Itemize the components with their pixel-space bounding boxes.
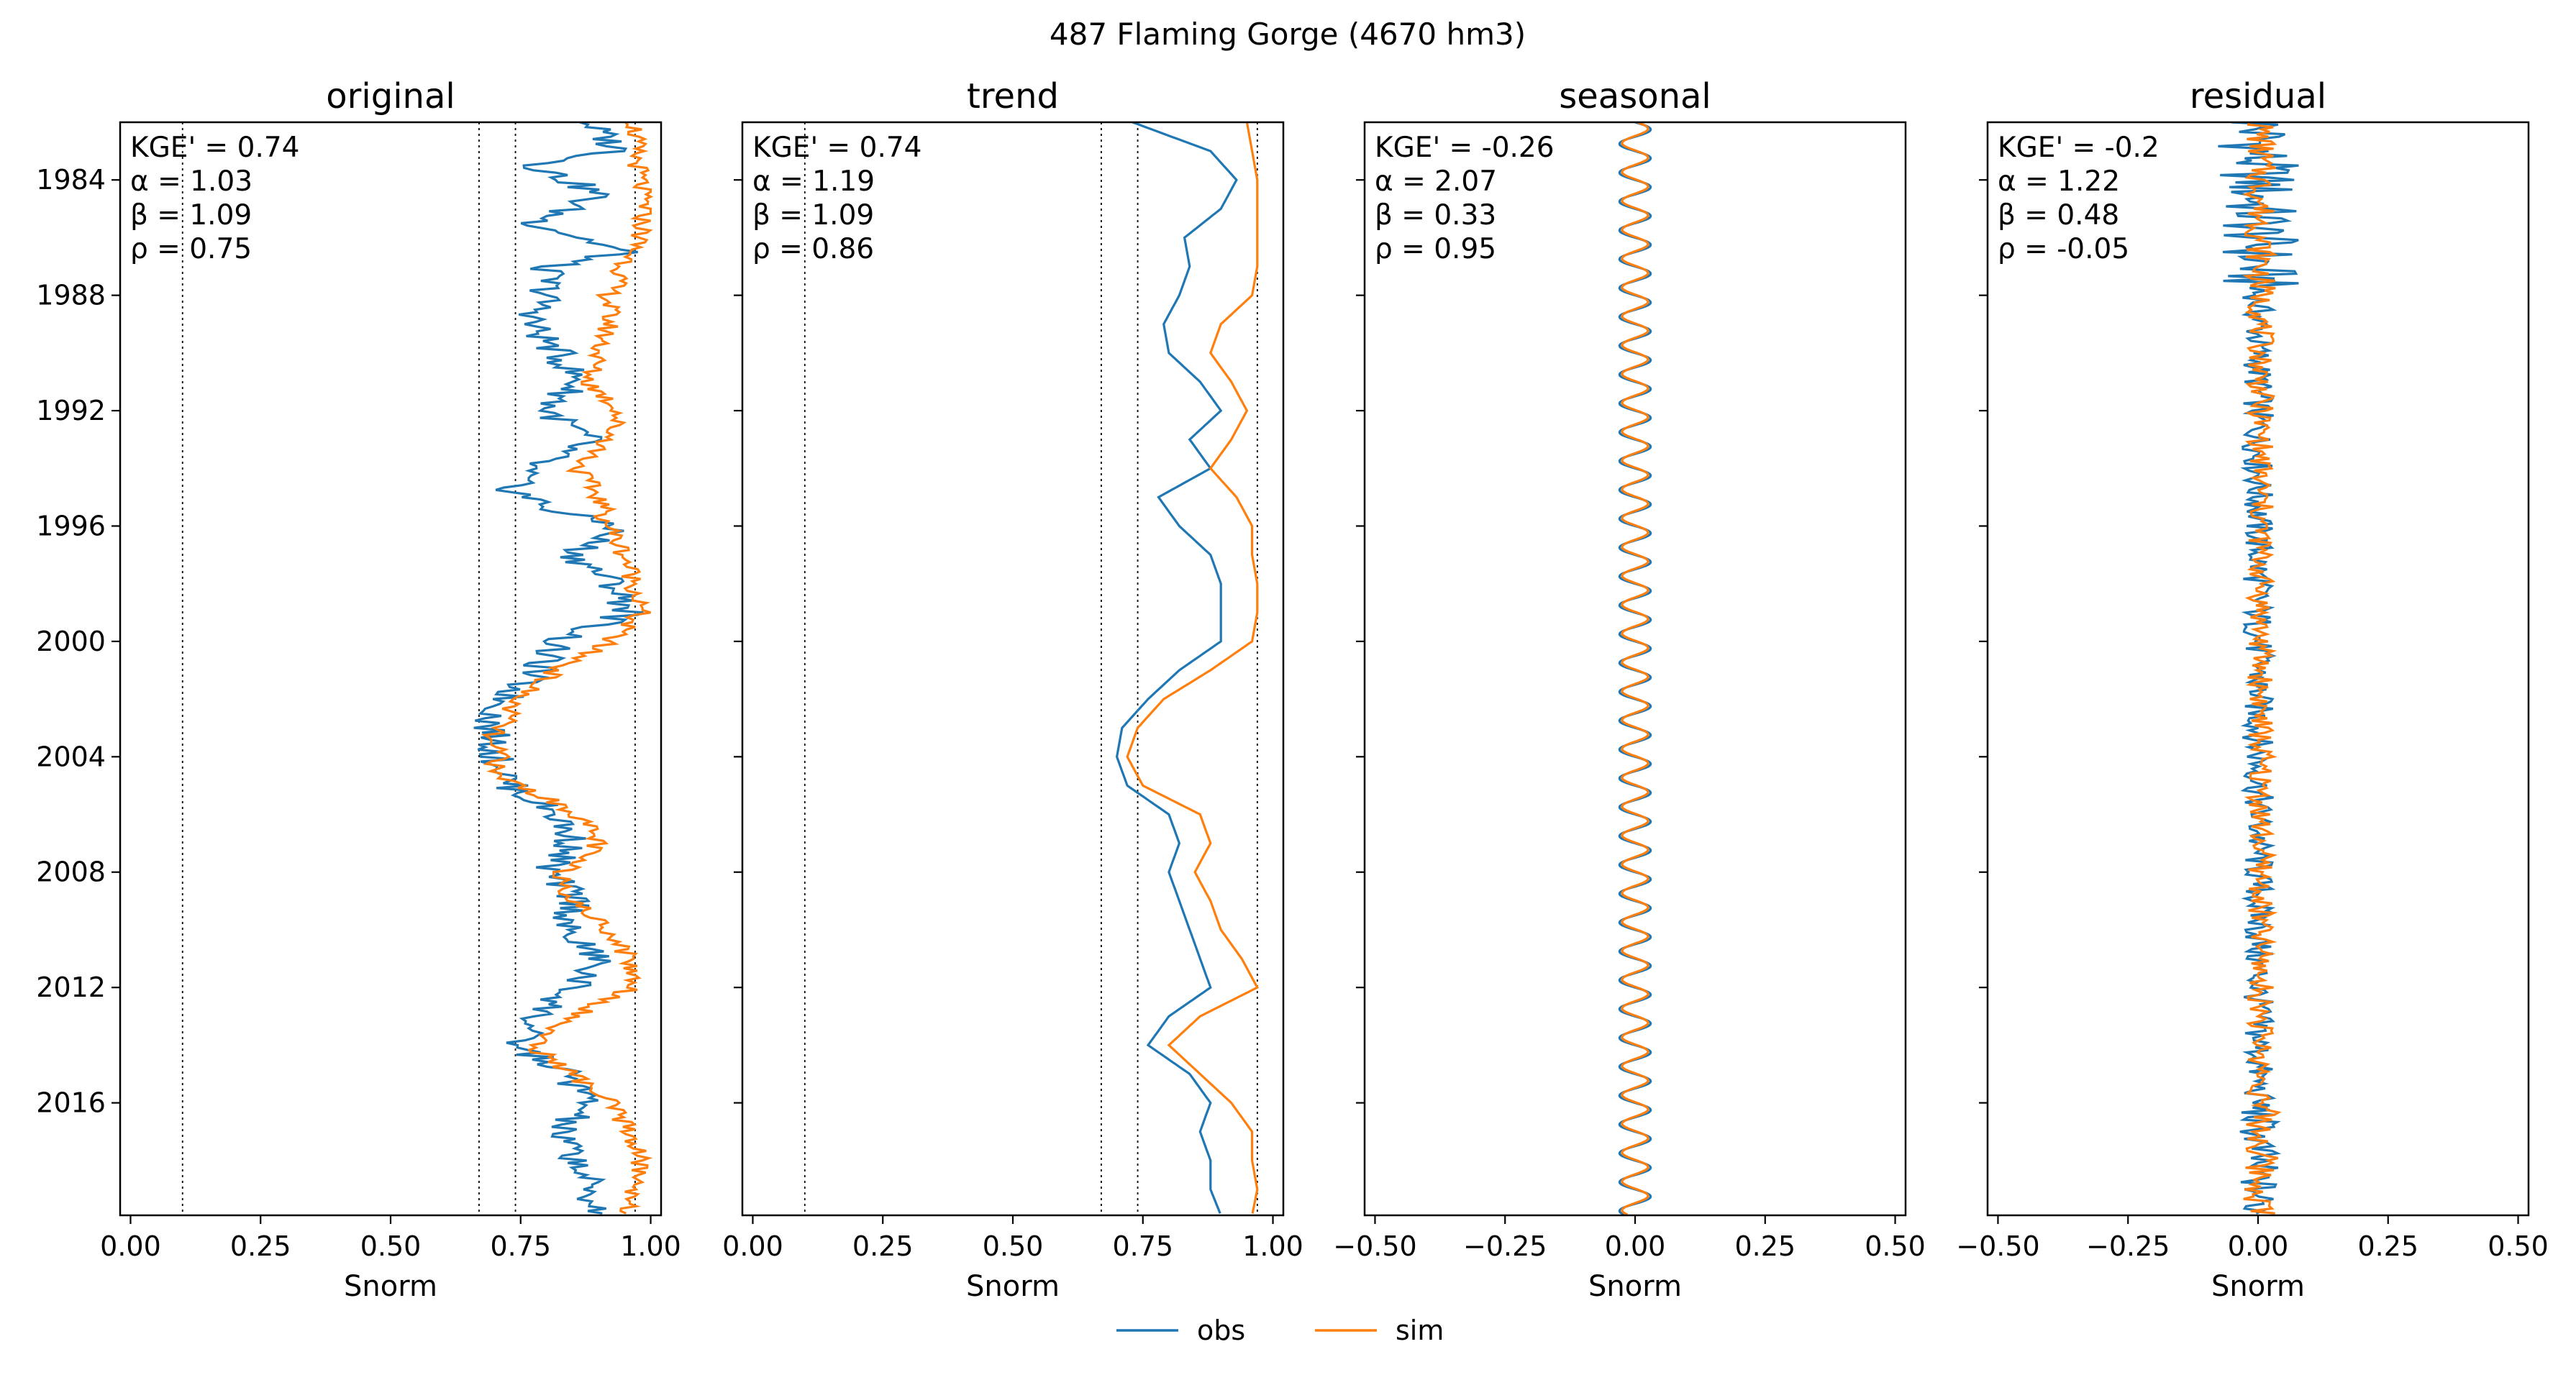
stats-line: KGE' = -0.26 (1375, 132, 1555, 164)
x-tick-label: 0.25 (2357, 1230, 2418, 1262)
series-sim-line (481, 122, 654, 1215)
y-tick-label: 1992 (36, 395, 106, 426)
stats-line: KGE' = -0.2 (1998, 132, 2159, 164)
stats-line: β = 1.09 (752, 199, 874, 232)
x-tick-label: −0.25 (2086, 1230, 2170, 1262)
y-tick-label: 1988 (36, 280, 106, 311)
y-tick-label: 2004 (36, 741, 106, 772)
stats-line: KGE' = 0.74 (752, 132, 921, 164)
x-tick-label: 0.25 (852, 1230, 914, 1262)
panel-residual: residual −0.50 −0.25 0.00 0.25 0.50 Snorm KGE' … (1956, 76, 2549, 1303)
x-tick-label: 0.50 (2488, 1230, 2549, 1262)
y-tick-label: 1996 (36, 510, 106, 542)
x-tick-label: 0.00 (722, 1230, 783, 1262)
x-tick-label: 0.50 (1865, 1230, 1926, 1262)
y-tick-label: 2016 (36, 1087, 106, 1119)
series-sim-line (1126, 122, 1259, 1214)
panel-title: trend (967, 76, 1059, 116)
panel-original: original 0.00 0.25 0.50 0.75 1.00 Snorm 1984 198… (36, 76, 681, 1303)
x-tick-label: 0.75 (1112, 1230, 1173, 1262)
stats-line: α = 1.03 (130, 165, 252, 198)
x-axis-label: Snorm (344, 1270, 437, 1303)
panel-title: seasonal (1559, 76, 1711, 116)
x-tick-label: −0.25 (1463, 1230, 1547, 1262)
x-axis-label: Snorm (1588, 1270, 1682, 1303)
series-sim-line (1621, 122, 1649, 1215)
figure-title: 487 Flaming Gorge (4670 hm3) (1050, 17, 1526, 52)
stats-line: β = 0.48 (1998, 199, 2119, 232)
panel-title: residual (2190, 76, 2326, 116)
legend-label-sim: sim (1396, 1315, 1444, 1346)
stats-line: ρ = 0.95 (1375, 233, 1496, 265)
y-tick-label: 2008 (36, 856, 106, 888)
x-tick-label: 0.50 (360, 1230, 422, 1262)
x-tick-label: 0.50 (983, 1230, 1044, 1262)
x-tick-label: −0.50 (1956, 1230, 2039, 1262)
panel-title: original (326, 76, 455, 116)
x-tick-label: 0.25 (1734, 1230, 1796, 1262)
series-obs-line (2218, 122, 2299, 1215)
stats-line: ρ = 0.86 (752, 233, 874, 265)
y-tick-label: 2012 (36, 972, 106, 1003)
stats-line: α = 2.07 (1375, 165, 1497, 198)
stats-line: β = 1.09 (130, 199, 252, 232)
x-tick-label: 0.00 (2228, 1230, 2289, 1262)
stats-line: α = 1.22 (1998, 165, 2120, 198)
y-tick-label: 2000 (36, 626, 106, 657)
x-axis-label: Snorm (966, 1270, 1060, 1303)
y-tick-label: 1984 (36, 164, 106, 196)
panel-seasonal: seasonal −0.50 −0.25 0.00 0.25 0.50 Snorm KGE' … (1333, 76, 1926, 1303)
x-tick-label: 0.75 (490, 1230, 551, 1262)
series-sim-line (2242, 122, 2282, 1215)
panels: original 0.00 0.25 0.50 0.75 1.00 Snorm 1984 198… (36, 76, 2549, 1303)
panel-trend: trend 0.00 0.25 0.50 0.75 1.00 Snorm KGE' = 0.7… (722, 76, 1303, 1303)
x-tick-label: 0.00 (1605, 1230, 1666, 1262)
series-obs-line (1115, 122, 1238, 1214)
x-tick-label: 1.00 (1242, 1230, 1303, 1262)
x-tick-label: 0.00 (100, 1230, 161, 1262)
x-tick-label: 1.00 (620, 1230, 681, 1262)
stats-line: β = 0.33 (1375, 199, 1496, 232)
stats-line: α = 1.19 (752, 165, 875, 198)
legend: obs sim (1116, 1315, 1444, 1346)
stats-line: ρ = 0.75 (130, 233, 252, 265)
legend-label-obs: obs (1197, 1315, 1245, 1346)
stats-line: ρ = -0.05 (1998, 233, 2129, 265)
x-axis-label: Snorm (2211, 1270, 2305, 1303)
x-tick-label: 0.25 (230, 1230, 291, 1262)
stats-line: KGE' = 0.74 (130, 132, 299, 164)
x-tick-label: −0.50 (1333, 1230, 1416, 1262)
